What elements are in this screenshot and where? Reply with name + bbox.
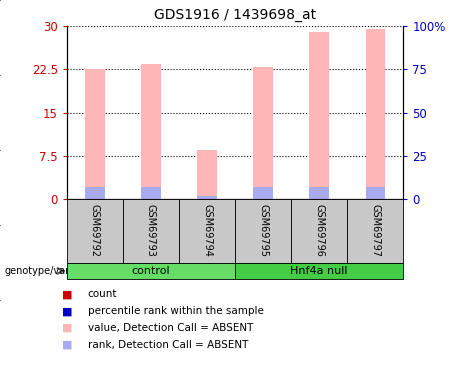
Bar bbox=[366, 29, 385, 199]
Text: ■: ■ bbox=[62, 290, 73, 299]
Title: GDS1916 / 1439698_at: GDS1916 / 1439698_at bbox=[154, 9, 316, 22]
Text: GSM69793: GSM69793 bbox=[146, 204, 156, 257]
Text: ■: ■ bbox=[62, 306, 73, 316]
Bar bbox=[309, 187, 329, 199]
Text: value, Detection Call = ABSENT: value, Detection Call = ABSENT bbox=[88, 323, 253, 333]
Bar bbox=[366, 187, 385, 199]
Bar bbox=[254, 66, 273, 199]
Text: Hnf4a null: Hnf4a null bbox=[290, 266, 348, 276]
Bar bbox=[309, 32, 329, 199]
Text: rank, Detection Call = ABSENT: rank, Detection Call = ABSENT bbox=[88, 340, 248, 350]
Bar bbox=[254, 187, 273, 199]
Text: GSM69792: GSM69792 bbox=[90, 204, 100, 257]
Text: GSM69795: GSM69795 bbox=[258, 204, 268, 257]
Text: count: count bbox=[88, 290, 117, 299]
Text: ■: ■ bbox=[62, 323, 73, 333]
Bar bbox=[141, 64, 161, 199]
Text: percentile rank within the sample: percentile rank within the sample bbox=[88, 306, 264, 316]
Bar bbox=[197, 150, 217, 199]
Bar bbox=[85, 187, 105, 199]
Bar bbox=[197, 196, 217, 199]
Text: GSM69796: GSM69796 bbox=[314, 204, 324, 257]
Text: GSM69797: GSM69797 bbox=[370, 204, 380, 257]
Bar bbox=[141, 187, 161, 199]
Text: control: control bbox=[132, 266, 170, 276]
Bar bbox=[85, 69, 105, 199]
Text: ■: ■ bbox=[62, 340, 73, 350]
Text: GSM69794: GSM69794 bbox=[202, 204, 212, 257]
Text: genotype/variation: genotype/variation bbox=[5, 266, 97, 276]
